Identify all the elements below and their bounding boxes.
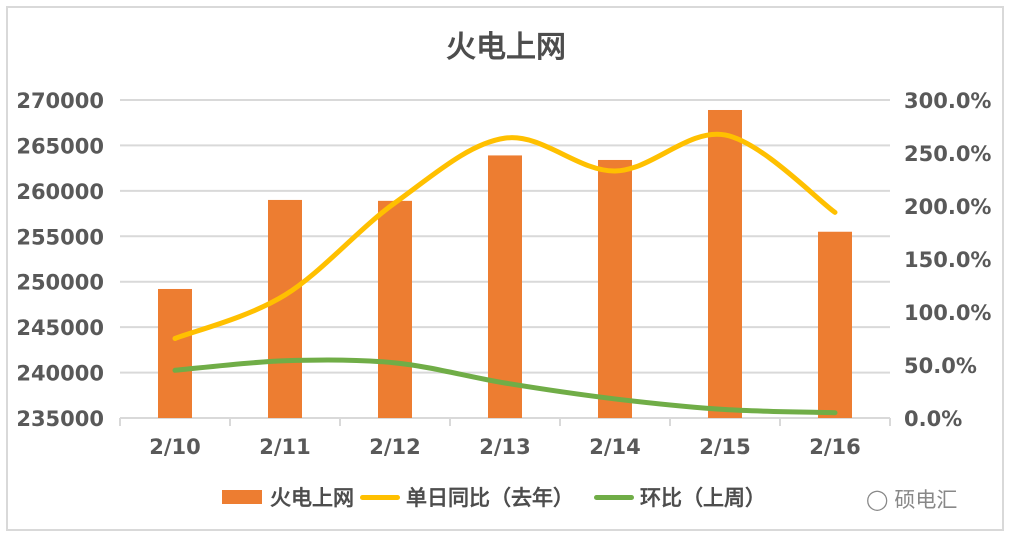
left-axis-tick: 260000: [16, 180, 104, 204]
bar: [708, 109, 742, 418]
bar: [268, 199, 302, 418]
right-axis-tick: 0.0%: [904, 407, 962, 431]
legend-yoy-swatch: [360, 494, 400, 500]
bar: [598, 159, 632, 419]
left-axis-tick: 270000: [16, 89, 104, 113]
legend-bar-swatch: [222, 490, 262, 504]
x-axis-label: 2/10: [149, 435, 201, 459]
line-series: [172, 131, 838, 341]
right-axis-tick: 100.0%: [904, 301, 991, 325]
left-axis-tick: 250000: [16, 271, 104, 295]
left-axis-tick: 245000: [16, 316, 104, 340]
x-axis-label: 2/13: [479, 435, 531, 459]
x-axis-label: 2/12: [369, 435, 421, 459]
right-axis-tick: 250.0%: [904, 142, 991, 166]
x-axis-label: 2/15: [699, 435, 751, 459]
legend-item-yoy: 单日同比（去年）: [360, 482, 574, 512]
chart-title: 火电上网: [446, 30, 566, 65]
left-axis-tick: 240000: [16, 362, 104, 386]
bar: [818, 231, 852, 418]
chart-legend: 火电上网 单日同比（去年） 环比（上周）: [222, 482, 772, 512]
right-axis-tick: 200.0%: [904, 195, 991, 219]
x-axis-label: 2/11: [259, 435, 311, 459]
bar: [158, 288, 192, 418]
left-axis-tick: 235000: [16, 407, 104, 431]
bar: [378, 200, 412, 418]
x-axis-label: 2/16: [809, 435, 861, 459]
right-axis-tick: 300.0%: [904, 89, 991, 113]
legend-item-wow: 环比（上周）: [580, 482, 766, 512]
legend-wow-swatch: [594, 494, 634, 500]
line-series: [172, 357, 838, 416]
legend-item-bar: 火电上网: [222, 482, 354, 512]
left-axis-tick: 265000: [16, 134, 104, 158]
watermark: ◯ 硕电汇: [866, 487, 958, 512]
right-axis-tick: 50.0%: [904, 354, 977, 378]
x-axis-label: 2/14: [589, 435, 641, 459]
left-axis-tick: 255000: [16, 225, 104, 249]
wechat-icon: ◯: [866, 487, 889, 511]
bar: [488, 155, 522, 418]
right-axis-tick: 150.0%: [904, 248, 991, 272]
